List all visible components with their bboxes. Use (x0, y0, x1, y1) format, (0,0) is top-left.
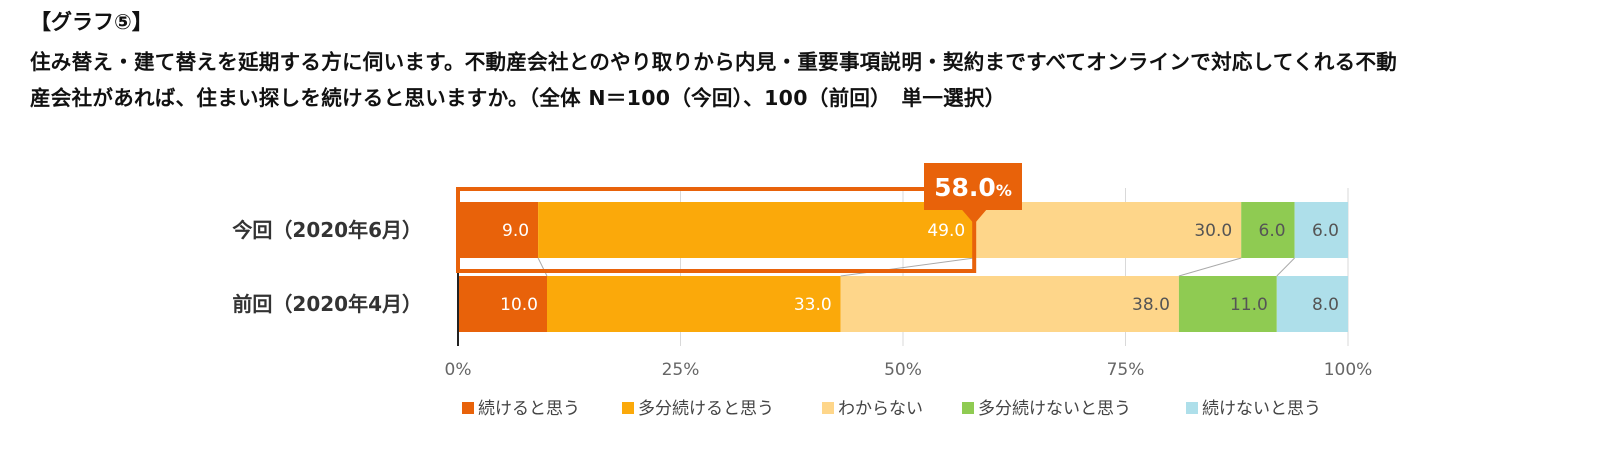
value-label: 8.0 (1312, 295, 1339, 315)
connector-line (840, 257, 975, 277)
legend-swatch (462, 402, 474, 414)
x-tick-label: 100% (1324, 360, 1373, 380)
value-label: 9.0 (502, 221, 529, 241)
value-label: 49.0 (927, 221, 965, 241)
legend-swatch (962, 402, 974, 414)
legend-label: 続けると思う (478, 399, 580, 419)
row-label: 前回（2020年4月） (232, 292, 422, 316)
bar-segment (1276, 276, 1348, 332)
x-tick-label: 0% (445, 360, 472, 380)
row-label: 今回（2020年6月） (232, 218, 422, 242)
value-label: 6.0 (1259, 221, 1286, 241)
callout-box (924, 163, 1022, 224)
bar-segment (538, 202, 975, 258)
bar-segment (1241, 202, 1295, 258)
legend-swatch (1186, 402, 1198, 414)
connector-line (1178, 257, 1242, 277)
bar-segment (974, 202, 1242, 258)
question-line-2: 産会社があれば、住まい探しを続けると思いますか。（全体 N＝100（今回）、10… (30, 86, 1006, 110)
x-tick-label: 50% (884, 360, 922, 380)
bar-segment (1294, 202, 1348, 258)
highlight-frame (456, 187, 977, 273)
value-label: 11.0 (1230, 295, 1268, 315)
bar-segment (840, 276, 1179, 332)
callout-label: 58.0% (934, 173, 1012, 202)
connector-line (537, 257, 548, 277)
bar-segment (458, 202, 539, 258)
question-text: 住み替え・建て替えを延期する方に伺います。不動産会社とのやり取りから内見・重要事… (30, 44, 1610, 116)
bar-segment (1178, 276, 1277, 332)
value-label: 10.0 (500, 295, 538, 315)
connector-line (1276, 257, 1295, 277)
value-label: 38.0 (1132, 295, 1170, 315)
legend-label: 続けないと思う (1202, 399, 1321, 419)
legend-swatch (622, 402, 634, 414)
bar-segment (458, 276, 547, 332)
legend-label: わからない (838, 399, 923, 419)
value-label: 33.0 (794, 295, 832, 315)
value-label: 30.0 (1194, 221, 1232, 241)
x-tick-label: 75% (1107, 360, 1145, 380)
value-label: 6.0 (1312, 221, 1339, 241)
legend-swatch (822, 402, 834, 414)
graph-label: 【グラフ⑤】 (30, 10, 153, 34)
question-line-1: 住み替え・建て替えを延期する方に伺います。不動産会社とのやり取りから内見・重要事… (30, 50, 1398, 74)
x-tick-label: 25% (662, 360, 700, 380)
legend-label: 多分続けないと思う (978, 399, 1131, 419)
bar-segment (547, 276, 841, 332)
legend-label: 多分続けると思う (638, 399, 774, 419)
